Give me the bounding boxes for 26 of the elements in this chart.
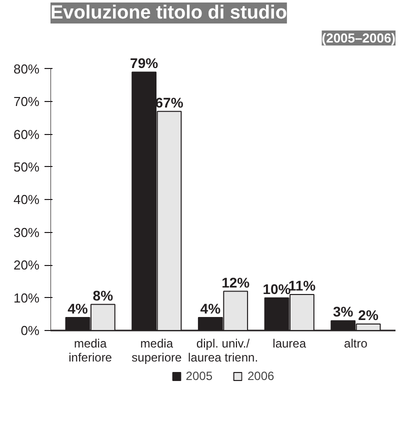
data-label: 12% <box>222 274 250 290</box>
chart-subtitle: (2005–2006) <box>322 30 396 46</box>
y-tick-label: 0% <box>20 323 40 338</box>
data-label: 4% <box>200 300 222 316</box>
y-tick-label: 10% <box>13 290 40 306</box>
x-tick-label: laurea <box>272 336 306 351</box>
y-tick-label: 60% <box>13 126 40 142</box>
data-label: 2% <box>358 306 379 323</box>
y-tick-label: 80% <box>13 61 40 76</box>
data-label: 4% <box>68 300 88 316</box>
x-tick-label: dipl. univ./ laurea trienn. <box>188 336 258 365</box>
data-label: 8% <box>92 287 114 304</box>
y-tick-label: 70% <box>13 94 40 110</box>
data-label: 79% <box>130 55 159 72</box>
y-tick-label: 50% <box>13 159 40 174</box>
x-tick-label: altro <box>344 336 368 351</box>
legend-label: 2005 <box>186 369 212 383</box>
data-label: 3% <box>332 304 354 320</box>
x-tick-label: media superiore <box>132 336 182 365</box>
y-tick-label: 20% <box>13 258 40 273</box>
x-tick-label: media inferiore <box>68 336 112 365</box>
y-tick-label: 30% <box>13 224 40 240</box>
legend-label: 2006 <box>248 369 274 383</box>
y-tick-label: 40% <box>13 192 40 208</box>
chart-title: Evoluzione titolo di studio <box>50 2 287 24</box>
data-label: 67% <box>155 94 184 110</box>
